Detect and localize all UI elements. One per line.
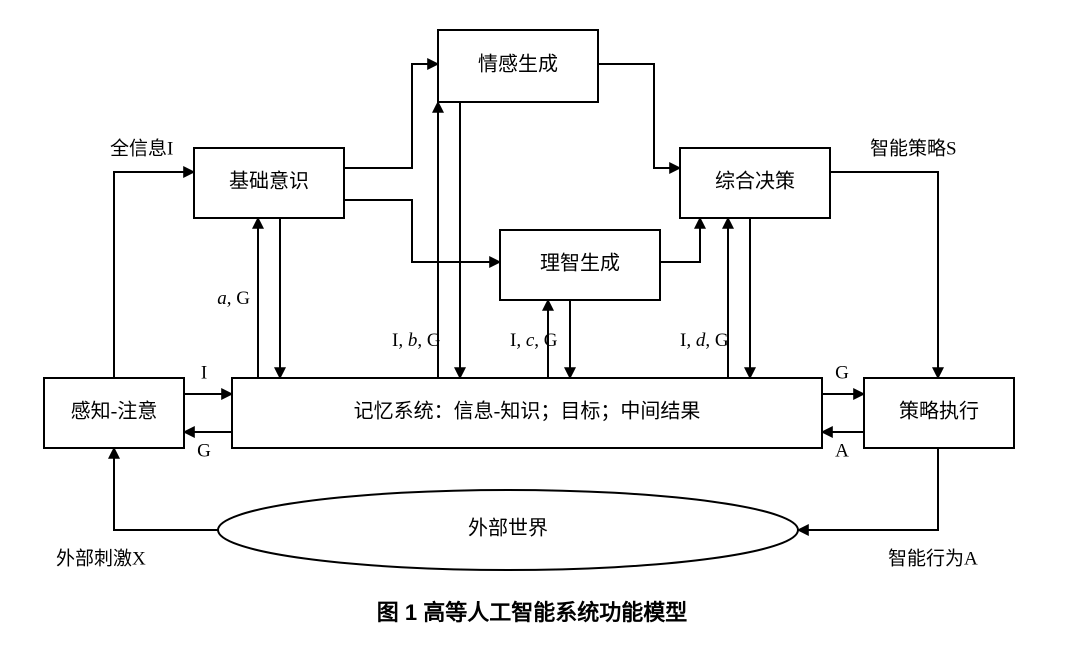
edge-dec-exec [830,172,938,378]
edge-label-mem-perc-bot: G [197,440,211,461]
edge-label-mem-rea-up: I, c, G [510,330,558,351]
edge-label-exec-mem-bot: A [835,440,849,461]
edge-label-exec-world: 智能行为A [888,547,978,569]
edge-emo-dec [598,64,680,168]
edge-label-world-perc: 外部刺激X [56,547,146,569]
edge-rea-dec [660,218,700,262]
figure-caption: 图 1 高等人工智能系统功能模型 [377,600,687,625]
edge-perc-aware [114,172,194,378]
node-label-basic_awareness: 基础意识 [229,170,309,193]
edge-label-mem-dec-up: I, d, G [680,330,729,351]
edge-label-aware-mem-dn: a, G [217,288,250,309]
node-label-emotion_gen: 情感生成 [478,53,558,76]
edge-label-perc-aware: 全信息I [110,137,173,159]
node-label-perception: 感知-注意 [71,400,158,423]
edge-aware-emo [344,64,438,168]
edge-label-perc-mem-top: I [201,362,207,383]
edge-exec-world [798,448,938,530]
edge-aware-rea [344,200,500,262]
node-label-strategy_exec: 策略执行 [899,400,979,423]
edge-label-mem-emo-up: I, b, G [392,330,441,351]
node-label-external-world: 外部世界 [468,517,548,540]
flowchart-diagram: I G G Aa, G I, b, G I, c, G I, d, G 全信息I 智能策略S 智能… [0,0,1065,649]
edge-label-mem-exec-top: G [835,362,849,383]
node-label-memory: 记忆系统：信息-知识；目标；中间结果 [354,400,701,423]
edge-label-dec-exec: 智能策略S [870,137,957,159]
node-label-reason_gen: 理智生成 [540,252,620,275]
node-label-decision: 综合决策 [715,170,795,193]
